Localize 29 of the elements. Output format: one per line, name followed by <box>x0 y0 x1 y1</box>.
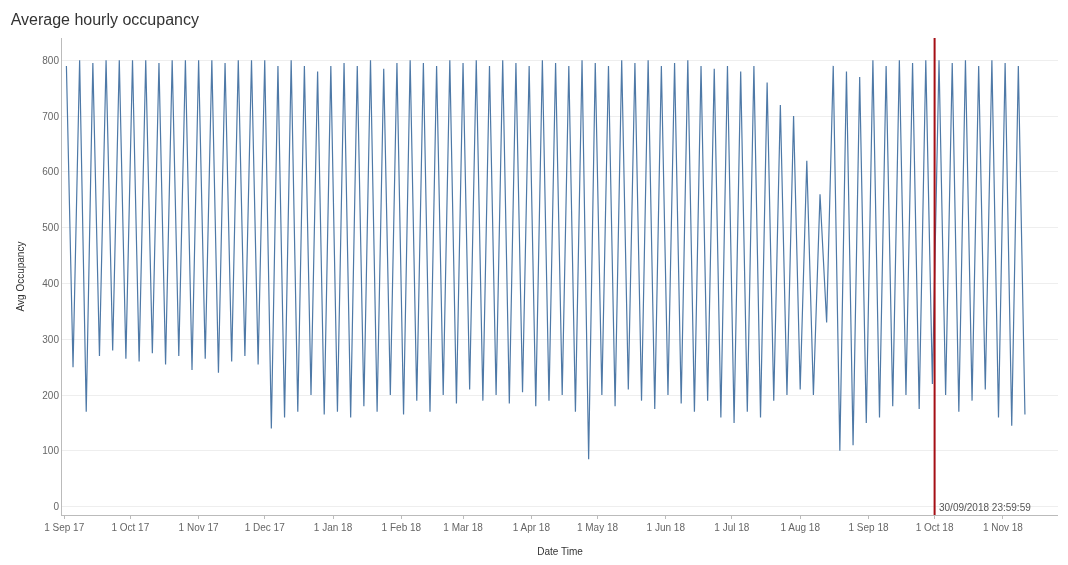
x-axis-title: Date Time <box>537 545 584 557</box>
y-tick-label: 100 <box>42 445 60 457</box>
x-tick-label: 1 Feb 18 <box>381 522 422 533</box>
chart-title: Average hourly occupancy <box>10 11 199 29</box>
x-tick-label: 1 Dec 17 <box>244 522 286 533</box>
x-tick-label: 1 May 18 <box>576 522 619 533</box>
y-tick-label: 400 <box>42 277 60 289</box>
x-tick-label: 1 Oct 18 <box>915 522 954 533</box>
ref-line-label: 30/09/2018 23:59:59 <box>939 502 1032 513</box>
x-tick-label: 1 Jul 18 <box>714 522 750 533</box>
y-tick-label: 600 <box>42 166 60 178</box>
x-tick-label: 1 Sep 17 <box>44 522 85 533</box>
x-tick-label: 1 Aug 18 <box>780 522 821 533</box>
x-tick-label: 1 Jun 18 <box>646 522 686 533</box>
y-tick-label: 300 <box>42 333 60 345</box>
x-tick-label: 1 Nov 18 <box>982 522 1024 533</box>
x-tick-label: 1 Mar 18 <box>443 522 484 533</box>
x-tick-label: 1 Nov 17 <box>178 522 220 533</box>
line-series <box>65 59 1026 460</box>
y-tick-label: 700 <box>42 110 60 122</box>
x-tick-label: 1 Jan 18 <box>313 522 353 533</box>
x-tick-label: 1 Apr 18 <box>512 522 551 533</box>
y-tick-label: 0 <box>53 501 60 513</box>
y-tick-label: 800 <box>42 54 60 66</box>
y-tick-label: 500 <box>42 222 60 234</box>
y-tick-label: 200 <box>42 389 60 401</box>
x-tick-label: 1 Sep 18 <box>848 522 889 533</box>
x-tick-label: 1 Oct 17 <box>111 522 150 533</box>
y-axis-title: Avg Occupancy <box>15 241 27 312</box>
